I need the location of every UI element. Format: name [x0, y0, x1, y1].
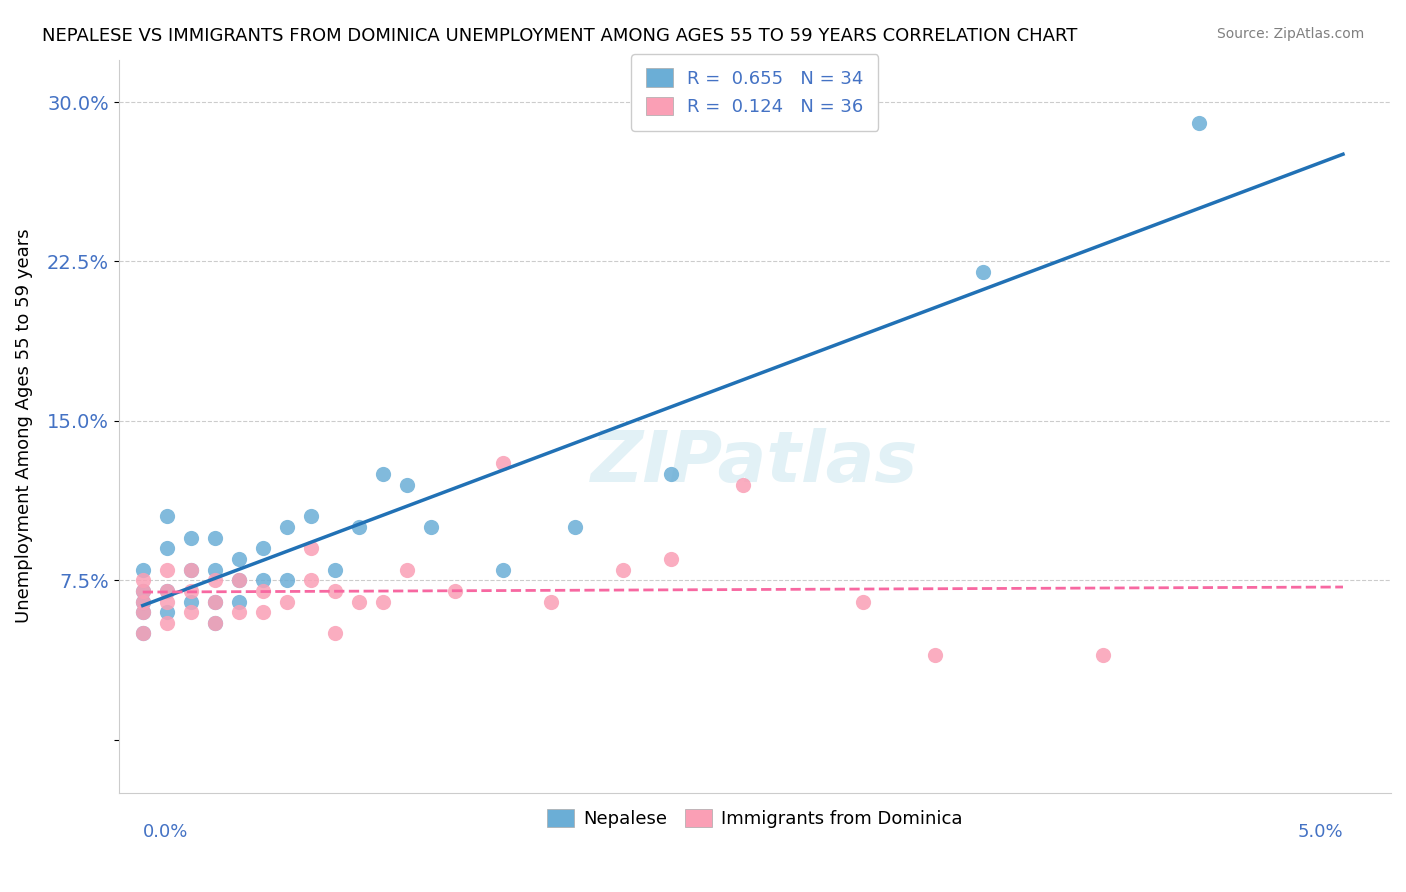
Text: Source: ZipAtlas.com: Source: ZipAtlas.com [1216, 27, 1364, 41]
Point [132, 626, 155, 640]
Point [132, 605, 155, 619]
Point [156, 509, 179, 524]
Point [299, 541, 322, 556]
Point [180, 563, 202, 577]
Text: 5.0%: 5.0% [1298, 823, 1343, 841]
Point [1091, 648, 1114, 662]
Point [204, 594, 226, 608]
Point [132, 563, 155, 577]
Point [1188, 116, 1211, 130]
Point [492, 456, 515, 470]
Point [156, 615, 179, 630]
Point [323, 563, 346, 577]
Point [132, 583, 155, 598]
Point [443, 583, 465, 598]
Point [180, 531, 202, 545]
Point [204, 615, 226, 630]
Point [276, 520, 298, 534]
Point [347, 594, 370, 608]
Text: 0.0%: 0.0% [143, 823, 188, 841]
Point [395, 477, 418, 491]
Point [180, 594, 202, 608]
Point [156, 563, 179, 577]
Point [204, 563, 226, 577]
Point [132, 583, 155, 598]
Point [132, 594, 155, 608]
Point [156, 583, 179, 598]
Point [276, 574, 298, 588]
Point [156, 541, 179, 556]
Point [419, 520, 441, 534]
Point [180, 563, 202, 577]
Point [299, 574, 322, 588]
Point [252, 574, 274, 588]
Text: ZIPatlas: ZIPatlas [591, 428, 918, 498]
Point [228, 594, 250, 608]
Y-axis label: Unemployment Among Ages 55 to 59 years: Unemployment Among Ages 55 to 59 years [15, 229, 32, 624]
Point [659, 467, 682, 481]
Point [132, 594, 155, 608]
Point [252, 605, 274, 619]
Point [228, 552, 250, 566]
Point [612, 563, 634, 577]
Point [180, 583, 202, 598]
Point [659, 552, 682, 566]
Point [132, 626, 155, 640]
Point [492, 563, 515, 577]
Point [228, 574, 250, 588]
Point [323, 626, 346, 640]
Point [276, 594, 298, 608]
Point [252, 583, 274, 598]
Point [132, 574, 155, 588]
Point [156, 594, 179, 608]
Point [156, 605, 179, 619]
Point [371, 594, 394, 608]
Point [347, 520, 370, 534]
Point [252, 541, 274, 556]
Point [156, 583, 179, 598]
Point [228, 574, 250, 588]
Point [228, 605, 250, 619]
Point [132, 605, 155, 619]
Point [731, 477, 754, 491]
Point [540, 594, 562, 608]
Point [204, 574, 226, 588]
Point [204, 615, 226, 630]
Point [180, 605, 202, 619]
Point [564, 520, 586, 534]
Point [323, 583, 346, 598]
Text: NEPALESE VS IMMIGRANTS FROM DOMINICA UNEMPLOYMENT AMONG AGES 55 TO 59 YEARS CORR: NEPALESE VS IMMIGRANTS FROM DOMINICA UNE… [42, 27, 1077, 45]
Point [395, 563, 418, 577]
Legend: Nepalese, Immigrants from Dominica: Nepalese, Immigrants from Dominica [533, 794, 977, 842]
Point [852, 594, 875, 608]
Point [204, 594, 226, 608]
Point [299, 509, 322, 524]
Point [924, 648, 946, 662]
Point [371, 467, 394, 481]
Point [972, 265, 994, 279]
Point [204, 531, 226, 545]
